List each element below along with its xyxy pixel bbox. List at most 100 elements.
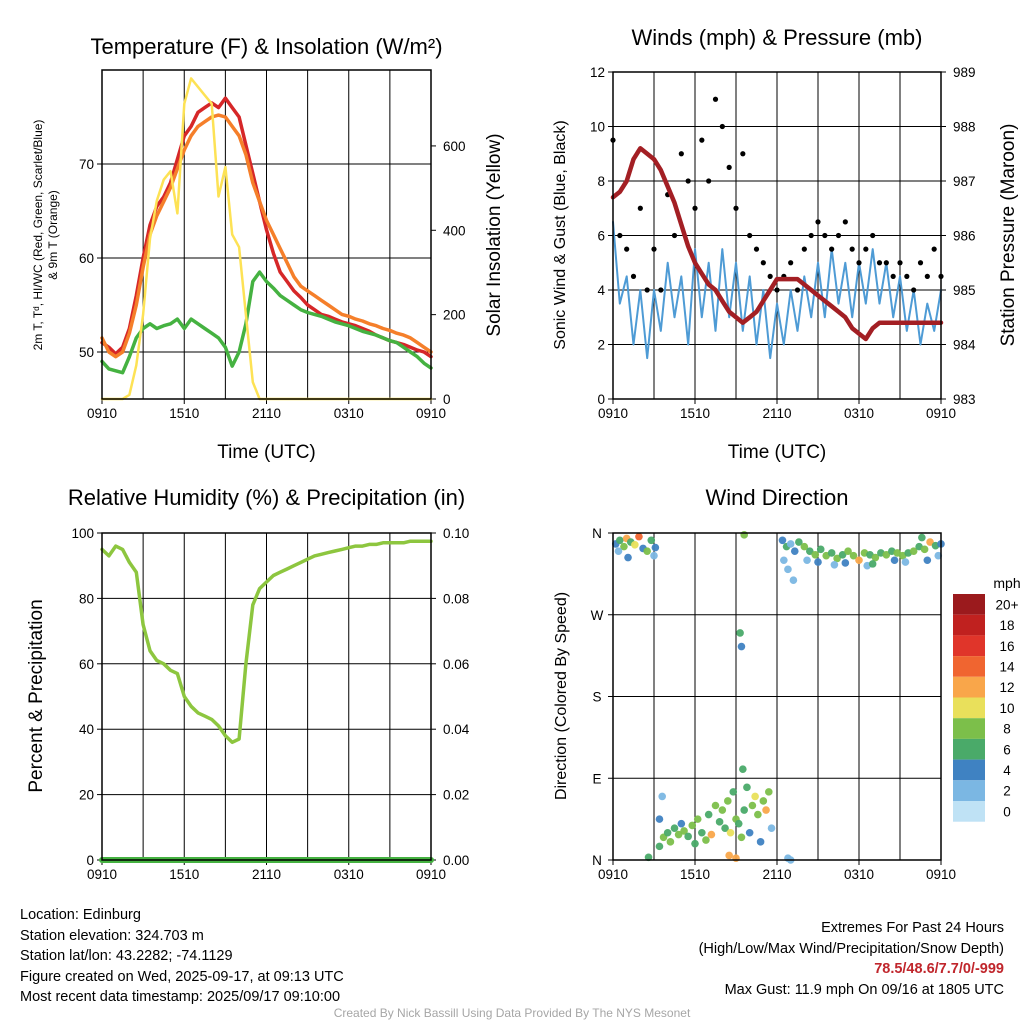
y-tick-label: 60: [79, 657, 94, 672]
direction-title: Wind Direction: [705, 485, 848, 510]
y-tick-label: 100: [71, 526, 94, 541]
direction-point: [664, 829, 672, 837]
direction-point: [616, 536, 624, 544]
y2-tick-label: 987: [953, 174, 976, 189]
y2-tick-label: 986: [953, 229, 976, 244]
x-tick-label: 2110: [762, 406, 791, 421]
y-tick-label: 70: [79, 157, 94, 172]
gust-point: [911, 287, 916, 292]
humidity-ylabel: Percent & Precipitation: [26, 599, 47, 792]
y-tick-label: S: [592, 690, 601, 705]
direction-point: [760, 797, 768, 805]
direction-point: [727, 829, 735, 837]
direction-point: [740, 806, 748, 814]
extremes-subtitle: (High/Low/Max Wind/Precipitation/Snow De…: [699, 939, 1004, 960]
direction-point: [779, 536, 787, 544]
direction-point: [869, 560, 877, 568]
direction-point: [924, 556, 932, 564]
y2-tick-label: 988: [953, 120, 976, 135]
y-tick-label: 80: [79, 591, 94, 606]
winds-xlabel: Time (UTC): [728, 442, 827, 463]
x-tick-label: 1510: [169, 406, 199, 421]
direction-point: [738, 643, 746, 651]
direction-point: [828, 549, 836, 557]
gust-point: [761, 260, 766, 265]
gust-point: [932, 247, 937, 252]
y2-tick-label: 0.00: [443, 853, 469, 868]
insolation-ylabel: Solar Insolation (Yellow): [484, 133, 505, 336]
y2-tick-label: 600: [443, 139, 466, 154]
y-tick-label: 40: [79, 722, 94, 737]
gust-point: [877, 260, 882, 265]
direction-point: [694, 815, 702, 823]
direction-point: [765, 788, 773, 796]
gust-point: [774, 287, 779, 292]
direction-point: [650, 552, 658, 560]
gust-point: [733, 206, 738, 211]
direction-point: [615, 547, 623, 555]
direction-point: [667, 838, 675, 846]
x-tick-label: 2110: [252, 406, 281, 421]
direction-point: [643, 547, 651, 555]
gust-point: [850, 247, 855, 252]
direction-point: [757, 838, 765, 846]
legend-label: 8: [1003, 722, 1011, 737]
legend-label: 20+: [996, 597, 1019, 612]
direction-point: [716, 818, 724, 826]
y2-tick-label: 0: [443, 392, 451, 407]
gust-point: [925, 274, 930, 279]
gust-point: [706, 178, 711, 183]
gust-point: [829, 247, 834, 252]
x-tick-label: 1510: [169, 867, 199, 882]
gust-point: [713, 97, 718, 102]
gust-point: [788, 260, 793, 265]
gust-point: [679, 151, 684, 156]
legend-swatch: [953, 780, 985, 801]
y-tick-label: 20: [79, 788, 94, 803]
direction-point: [831, 561, 839, 569]
direction-point: [658, 793, 666, 801]
legend-swatch: [953, 615, 985, 636]
gust-point: [638, 206, 643, 211]
gust-point: [672, 233, 677, 238]
legend-swatch: [953, 677, 985, 698]
legend-label: 6: [1003, 742, 1011, 757]
x-tick-label: 2110: [252, 867, 281, 882]
legend-label: 10: [999, 701, 1014, 716]
winds-ylabel: Sonic Wind & Gust (Blue, Black): [552, 120, 569, 349]
direction-point: [762, 806, 770, 814]
x-tick-label: 0310: [844, 867, 874, 882]
y-tick-label: N: [592, 526, 602, 541]
legend-label: 14: [999, 659, 1015, 674]
gust-point: [809, 233, 814, 238]
legend-swatch: [953, 594, 985, 615]
gust-point: [870, 233, 875, 238]
gust-point: [699, 138, 704, 143]
gust-point: [843, 219, 848, 224]
legend-swatch: [953, 801, 985, 822]
y2-tick-label: 984: [953, 338, 976, 353]
x-tick-label: 0310: [334, 406, 364, 421]
gust-point: [617, 233, 622, 238]
direction-point: [712, 802, 720, 810]
latest-timestamp: Most recent data timestamp: 2025/09/17 0…: [20, 987, 344, 1008]
x-tick-label: 0310: [334, 867, 364, 882]
y-tick-label: N: [592, 853, 602, 868]
x-tick-label: 0910: [598, 867, 628, 882]
temperature-title: Temperature (F) & Insolation (W/m²): [90, 34, 442, 59]
station-location: Location: Edinburg: [20, 905, 344, 926]
gust-point: [815, 219, 820, 224]
gust-point: [692, 206, 697, 211]
y-tick-label: 0: [86, 853, 94, 868]
figure-created: Figure created on Wed, 2025-09-17, at 09…: [20, 967, 344, 988]
y-tick-label: W: [591, 608, 604, 623]
x-tick-label: 0910: [87, 406, 117, 421]
gust-point: [795, 287, 800, 292]
legend-title: mph: [993, 575, 1020, 591]
gust-point: [856, 260, 861, 265]
extremes-title: Extremes For Past 24 Hours: [699, 918, 1004, 939]
y-tick-label: 2: [597, 338, 605, 353]
temperature-ylabel-2: & 9m T (Orange): [46, 190, 60, 280]
y2-tick-label: 983: [953, 392, 976, 407]
direction-point: [635, 533, 643, 541]
